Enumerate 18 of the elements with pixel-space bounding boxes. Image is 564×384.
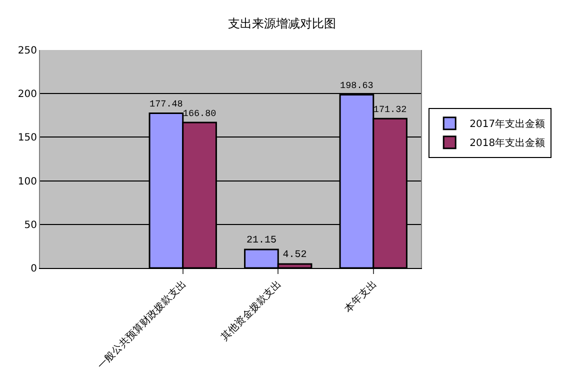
data-label: 166.80 [182,108,216,119]
data-label: 171.32 [373,104,407,115]
y-tick-label: 200 [18,89,37,100]
legend-label: 2018年支出金额 [470,137,546,150]
data-label: 177.48 [150,98,183,110]
data-label: 21.15 [246,236,276,247]
x-tick-label: 其他资金拨款支出 [218,278,284,344]
y-tick-label: 50 [24,220,37,231]
y-tick-label: 150 [18,132,37,144]
data-label: 198.63 [340,80,374,92]
y-tick-label: 0 [30,264,37,274]
x-tick-label: 本年支出 [342,278,380,315]
y-tick-label: 250 [18,46,37,56]
legend-label: 2017年支出金额 [470,118,546,130]
chart-title: 支出来源增减对比图 [228,16,336,31]
y-tick-label: 100 [18,176,37,188]
data-label: 4.52 [282,250,307,262]
x-tick-label: 一般公共预算财政拨款支出 [95,278,189,372]
